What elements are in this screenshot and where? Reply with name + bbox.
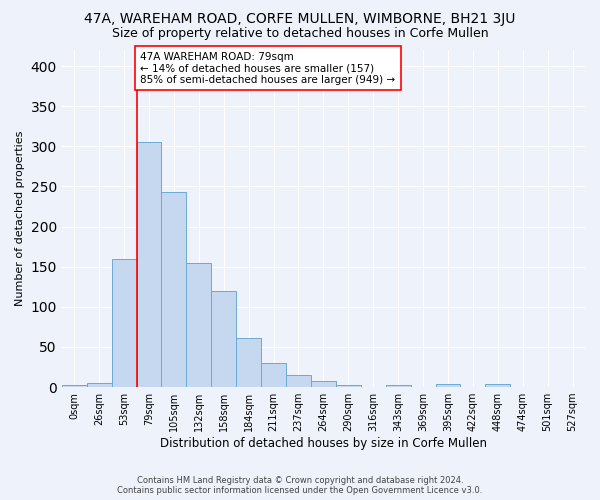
- Text: 47A WAREHAM ROAD: 79sqm
← 14% of detached houses are smaller (157)
85% of semi-d: 47A WAREHAM ROAD: 79sqm ← 14% of detache…: [140, 52, 395, 85]
- Bar: [336, 384, 361, 387]
- Text: Size of property relative to detached houses in Corfe Mullen: Size of property relative to detached ho…: [112, 28, 488, 40]
- Bar: [386, 386, 410, 387]
- Bar: [62, 386, 87, 387]
- Text: Contains HM Land Registry data © Crown copyright and database right 2024.
Contai: Contains HM Land Registry data © Crown c…: [118, 476, 482, 495]
- Bar: [485, 384, 510, 387]
- Bar: [137, 142, 161, 387]
- Bar: [161, 192, 187, 387]
- Bar: [236, 338, 261, 387]
- Bar: [112, 258, 137, 387]
- Bar: [286, 375, 311, 387]
- Bar: [261, 363, 286, 387]
- Bar: [187, 262, 211, 387]
- Bar: [436, 384, 460, 387]
- Y-axis label: Number of detached properties: Number of detached properties: [15, 131, 25, 306]
- Bar: [87, 383, 112, 387]
- X-axis label: Distribution of detached houses by size in Corfe Mullen: Distribution of detached houses by size …: [160, 437, 487, 450]
- Text: 47A, WAREHAM ROAD, CORFE MULLEN, WIMBORNE, BH21 3JU: 47A, WAREHAM ROAD, CORFE MULLEN, WIMBORN…: [85, 12, 515, 26]
- Bar: [211, 291, 236, 387]
- Bar: [311, 380, 336, 387]
